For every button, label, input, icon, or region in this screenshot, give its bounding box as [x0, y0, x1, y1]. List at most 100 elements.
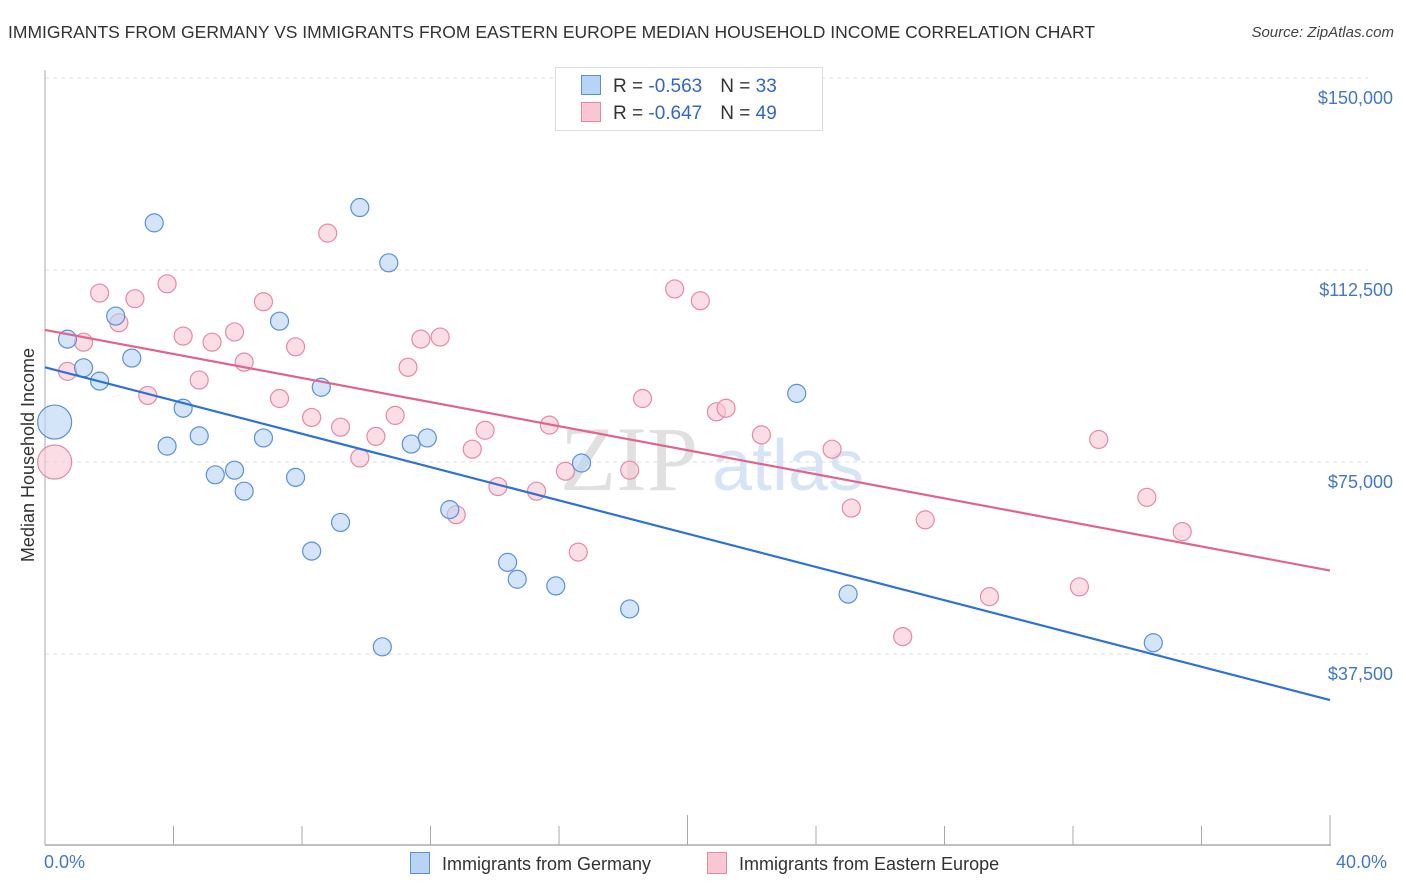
- eastern-europe-point: [1137, 487, 1157, 507]
- germany-point: [234, 481, 254, 501]
- y-tick-label: $112,500: [1319, 280, 1393, 300]
- legend-row-germany: R = -0.563 N = 33: [581, 75, 777, 99]
- y-tick-label: $150,000: [1318, 88, 1393, 108]
- eastern-europe-point: [366, 426, 386, 446]
- eastern-europe-point: [125, 289, 145, 309]
- eastern-europe-point: [202, 332, 222, 352]
- eastern-europe-point: [716, 398, 736, 418]
- x-tick-label-max: 40.0%: [1336, 852, 1388, 872]
- germany-point: [1143, 633, 1163, 653]
- series-germany-points: [37, 197, 1163, 657]
- eastern-europe-swatch: [581, 102, 601, 122]
- legend-r-label: R =: [613, 76, 649, 97]
- germany-point: [122, 348, 142, 368]
- eastern-europe-point: [751, 425, 771, 445]
- germany-point: [787, 383, 807, 403]
- germany-point: [507, 569, 527, 589]
- germany-point: [440, 500, 460, 520]
- eastern-europe-point: [1069, 577, 1090, 597]
- y-tick-labels: $37,500 $75,000 $112,500 $150,000: [1318, 88, 1393, 684]
- eastern-europe-point: [915, 510, 935, 530]
- eastern-europe-point: [157, 274, 177, 294]
- eastern-europe-point: [555, 461, 576, 481]
- germany-point: [253, 428, 274, 448]
- germany-swatch: [410, 852, 430, 874]
- legend-n-value: 33: [755, 76, 777, 97]
- bottom-legend-eastern-europe: Immigrants from Eastern Europe: [707, 852, 999, 875]
- bottom-legend-germany: Immigrants from Germany: [410, 852, 651, 875]
- eastern-europe-point: [475, 420, 495, 440]
- germany-point: [401, 434, 421, 454]
- correlation-legend: R = -0.563 N = 33 R = -0.647 N = 49: [555, 67, 823, 131]
- germany-point: [73, 358, 94, 378]
- eastern-europe-point: [269, 388, 290, 409]
- germany-point: [838, 584, 858, 604]
- germany-point: [302, 541, 322, 561]
- eastern-europe-point: [430, 327, 450, 347]
- germany-point: [417, 428, 437, 448]
- series-eastern-europe-points: [37, 223, 1192, 647]
- eastern-europe-point: [841, 498, 861, 518]
- eastern-europe-point: [398, 357, 418, 377]
- germany-point: [189, 426, 209, 446]
- germany-point: [144, 213, 164, 233]
- legend-n-label: N =: [720, 76, 756, 97]
- watermark: ZIP atlas: [560, 408, 864, 510]
- germany-point: [106, 306, 126, 326]
- eastern-europe-point: [1089, 429, 1109, 450]
- germany-point: [546, 576, 566, 596]
- trend-lines: [44, 328, 1331, 702]
- eastern-europe-point: [318, 223, 338, 243]
- eastern-europe-point: [632, 388, 653, 409]
- eastern-europe-point: [979, 587, 1000, 607]
- germany-point: [498, 552, 518, 572]
- y-tick-label: $75,000: [1328, 472, 1393, 492]
- legend-n-value: 49: [755, 103, 777, 124]
- eastern-europe-point: [690, 291, 710, 311]
- legend-row-eastern-europe: R = -0.647 N = 49: [581, 102, 777, 126]
- germany-point: [285, 467, 306, 487]
- germany-point: [37, 404, 73, 440]
- legend-r-label: R =: [613, 103, 649, 124]
- eastern-europe-trend-line: [44, 328, 1331, 572]
- eastern-europe-point: [285, 337, 306, 357]
- eastern-europe-point: [665, 279, 685, 299]
- germany-point: [379, 253, 399, 273]
- y-tick-label: $37,500: [1328, 664, 1393, 684]
- eastern-europe-point: [173, 326, 193, 346]
- x-tick-label-min: 0.0%: [44, 852, 86, 872]
- source-credit: Source: ZipAtlas.com: [1251, 24, 1394, 41]
- eastern-europe-point: [822, 439, 842, 459]
- legend-r-value: -0.647: [648, 103, 703, 124]
- eastern-europe-point: [620, 460, 640, 480]
- germany-point: [372, 637, 392, 657]
- germany-point: [571, 453, 592, 473]
- germany-point: [269, 311, 290, 331]
- germany-trend-line: [44, 366, 1331, 702]
- eastern-europe-point: [411, 329, 431, 349]
- eastern-europe-point: [1172, 522, 1192, 542]
- germany-point: [205, 465, 225, 485]
- eastern-europe-point: [568, 542, 588, 562]
- eastern-europe-point: [350, 448, 370, 468]
- eastern-europe-point: [893, 626, 913, 647]
- watermark-atlas: atlas: [712, 426, 864, 506]
- legend-label-eastern-europe: Immigrants from Eastern Europe: [739, 854, 1000, 874]
- y-axis-title: Median Household Income: [18, 348, 38, 562]
- germany-point: [157, 436, 177, 456]
- eastern-europe-swatch: [707, 852, 727, 874]
- eastern-europe-point: [37, 444, 73, 480]
- chart-title: IMMIGRANTS FROM GERMANY VS IMMIGRANTS FR…: [8, 22, 1096, 42]
- legend-label-germany: Immigrants from Germany: [442, 854, 652, 874]
- eastern-europe-point: [224, 322, 245, 342]
- eastern-europe-point: [189, 370, 209, 390]
- eastern-europe-point: [462, 439, 482, 459]
- eastern-europe-point: [526, 481, 547, 501]
- eastern-europe-point: [330, 417, 351, 437]
- eastern-europe-point: [385, 405, 405, 426]
- germany-point: [330, 512, 351, 533]
- germany-point: [350, 197, 370, 218]
- legend-n-label: N =: [720, 103, 756, 124]
- eastern-europe-point: [253, 292, 274, 312]
